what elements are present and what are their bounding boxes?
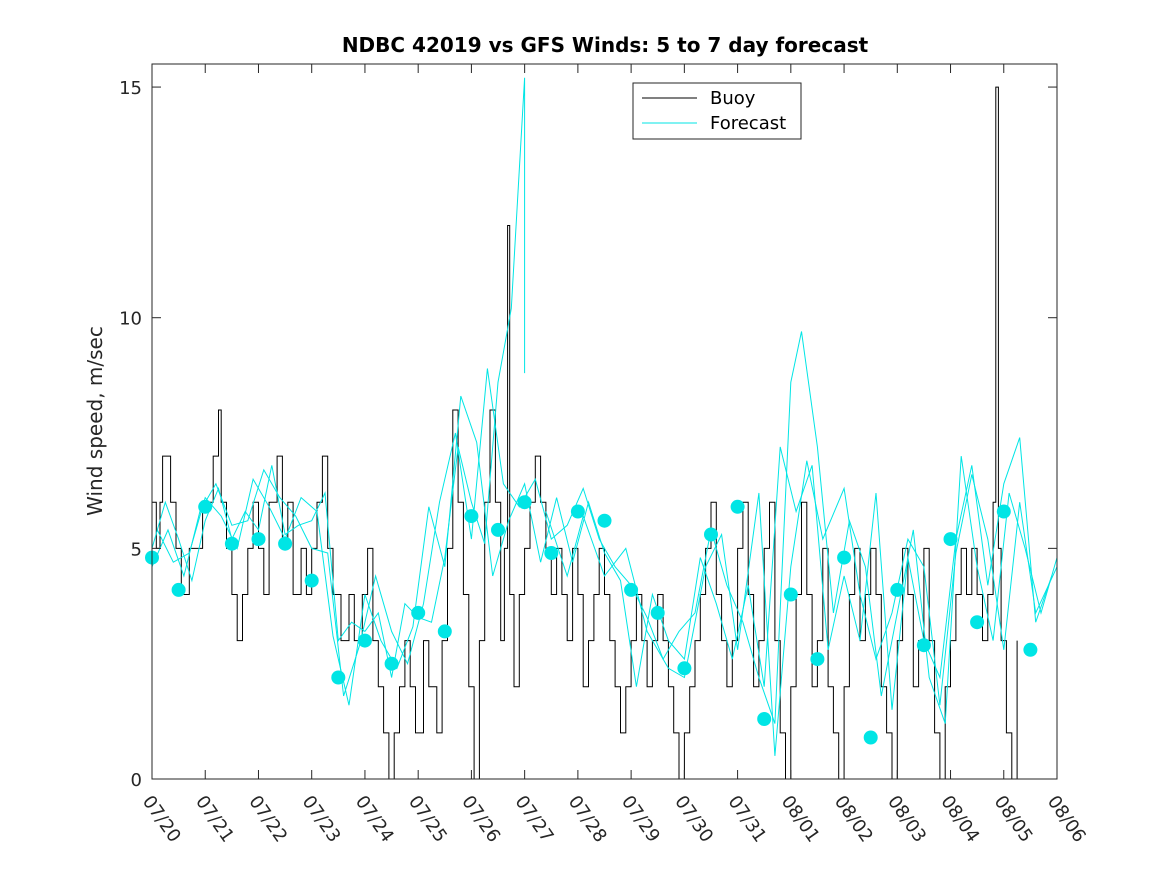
y-tick-label: 15 [119, 78, 142, 99]
plot-frame [151, 63, 1058, 780]
forecast-marker-point [251, 532, 266, 547]
legend-box [632, 82, 802, 140]
y-tick-label: 0 [131, 770, 142, 791]
forecast-marker-point [650, 605, 665, 620]
forecast-marker-point [996, 504, 1011, 519]
forecast-marker-point [810, 652, 825, 667]
forecast-marker-point [730, 499, 745, 514]
y-axis-label: Wind speed, m/sec [83, 326, 107, 516]
forecast-marker-point [411, 605, 426, 620]
forecast-marker-point [544, 546, 559, 560]
forecast-series-line-2 [152, 331, 1057, 724]
legend-label-forecast: Forecast [710, 113, 786, 134]
forecast-marker-point [863, 730, 878, 745]
forecast-marker-point [278, 536, 293, 551]
y-tick-label: 5 [131, 539, 142, 560]
forecast-marker-point [517, 495, 532, 510]
forecast-marker-point [437, 624, 452, 639]
forecast-marker-point [1023, 642, 1038, 657]
legend: Buoy Forecast [632, 82, 802, 140]
forecast-marker-point [198, 499, 213, 514]
forecast-marker-point [837, 550, 852, 565]
forecast-marker-point [704, 527, 718, 542]
forecast-marker-point [916, 638, 931, 653]
forecast-marker-point [677, 661, 692, 676]
forecast-marker-point [970, 615, 985, 630]
forecast-marker-point [224, 536, 239, 551]
forecast-marker-point [464, 509, 479, 524]
y-tick-label: 10 [119, 309, 142, 330]
forecast-marker-point [304, 573, 319, 588]
forecast-series-line-1 [152, 77, 526, 678]
forecast-marker-point [570, 504, 585, 519]
chart-title: NDBC 42019 vs GFS Winds: 5 to 7 day fore… [342, 33, 869, 57]
forecast-series-line-4 [545, 460, 1057, 756]
forecast-marker-point [890, 582, 905, 597]
forecast-marker-point [171, 582, 186, 597]
forecast-marker-point [357, 633, 372, 648]
legend-label-buoy: Buoy [710, 88, 756, 109]
forecast-marker-point [597, 513, 612, 528]
forecast-marker-point [384, 656, 399, 671]
forecast-marker-point [757, 712, 772, 726]
forecast-marker-point [943, 532, 958, 547]
forecast-series-line-3 [156, 395, 1053, 710]
plot-area [152, 64, 1057, 779]
forecast-marker-point [331, 670, 346, 685]
forecast-marker-point [491, 522, 505, 537]
forecast-marker-point [624, 582, 639, 597]
marker-layer [145, 495, 1038, 745]
forecast-marker-point [783, 587, 798, 602]
